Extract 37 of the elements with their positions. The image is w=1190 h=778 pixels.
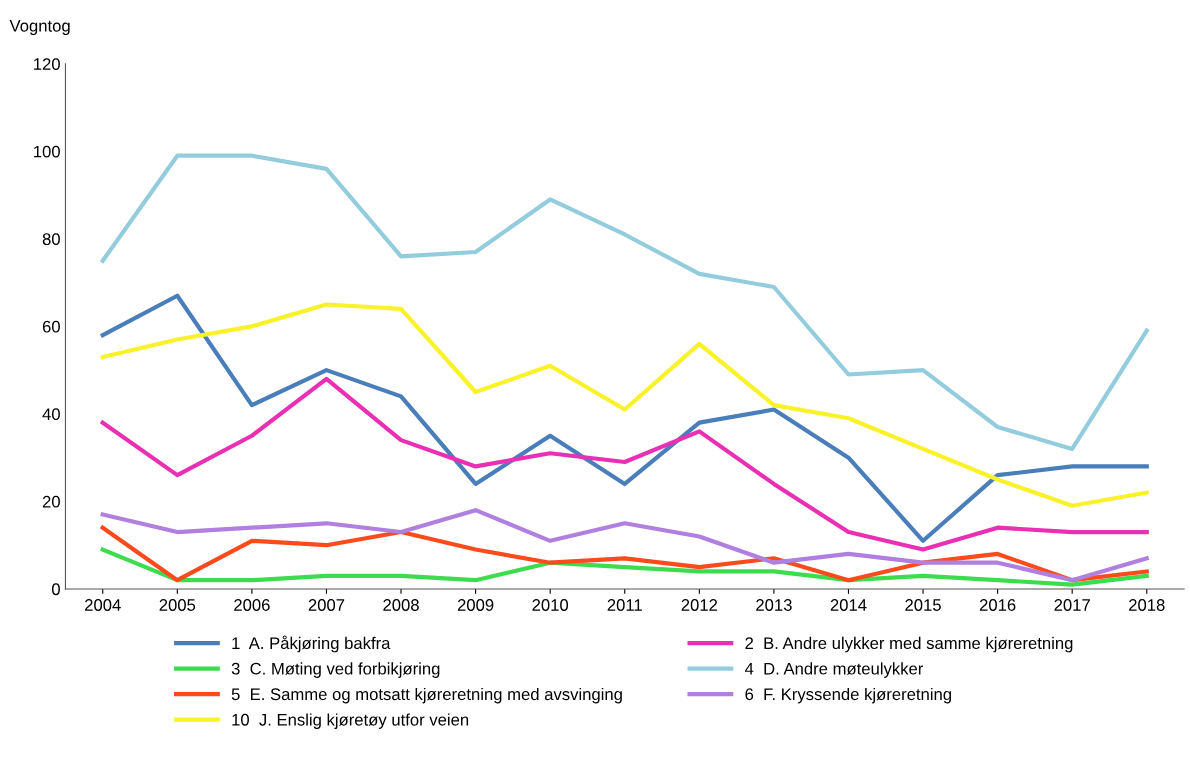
x-tick-label: 2012 [681,599,718,611]
line-series [100,376,1149,552]
x-tick-label: 2013 [756,599,792,611]
line-series [100,508,1149,583]
legend-label: 4 D. Andre møteulykker [744,662,924,678]
line-series [100,302,1149,508]
y-tick-label: 40 [42,408,60,421]
y-tick-label: 120 [34,58,60,70]
line-series [100,293,1149,543]
y-axis-title: Vogntog [9,20,70,35]
x-tick-label: 2010 [532,599,569,611]
legend-label: 3 C. Møting ved forbikjøring [231,662,440,678]
x-tick-label: 2014 [830,599,867,611]
x-tick-label: 2018 [1129,599,1165,611]
legend-label: 10 J. Enslig kjøretøy utfor veien [232,713,469,729]
x-tick-label: 2007 [308,599,345,611]
y-tick-label: 20 [42,495,60,508]
x-tick-label: 2011 [607,599,642,611]
y-tick-label: 80 [42,233,60,246]
line-series [100,153,1149,451]
x-tick-label: 2016 [979,599,1016,611]
x-tick-label: 2004 [85,599,121,611]
y-tick-label: 60 [42,320,60,333]
x-tick-label: 2017 [1054,599,1090,611]
x-tick-label: 2015 [905,599,941,611]
x-tick-label: 2006 [234,599,270,611]
legend-label: 5 E. Samme og motsatt kjøreretning med avsvinging [231,687,622,704]
y-tick-label: 0 [51,583,60,596]
line-series [100,525,1149,583]
line-series [100,547,1149,587]
x-tick-label: 2008 [383,599,419,611]
x-tick-label: 2009 [457,599,494,611]
legend-label: 2 B. Andre ulykker med samme kjøreretning [745,636,1073,653]
y-tick-label: 100 [34,145,60,158]
legend-label: 1 A. Påkjøring bakfra [232,635,391,653]
x-tick-label: 2005 [159,599,196,611]
legend-label: 6 F. Kryssende kjøreretning [745,687,951,704]
